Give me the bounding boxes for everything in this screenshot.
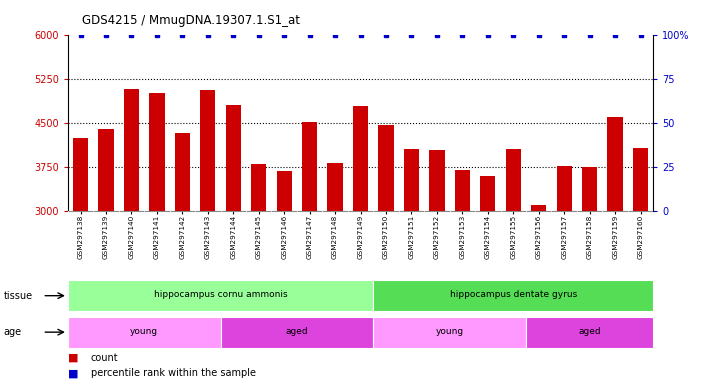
Text: GSM297156: GSM297156 <box>536 214 542 259</box>
Text: tissue: tissue <box>4 291 33 301</box>
Text: count: count <box>91 353 119 363</box>
Text: percentile rank within the sample: percentile rank within the sample <box>91 368 256 378</box>
Text: GSM297140: GSM297140 <box>129 214 134 259</box>
Bar <box>373 316 526 348</box>
Bar <box>633 148 648 211</box>
Text: age: age <box>4 327 21 337</box>
Text: GSM297159: GSM297159 <box>612 214 618 259</box>
Text: GSM297154: GSM297154 <box>485 214 491 259</box>
Text: GSM297157: GSM297157 <box>561 214 567 259</box>
Text: GSM297160: GSM297160 <box>638 214 643 259</box>
Bar <box>226 105 241 211</box>
Text: ■: ■ <box>68 368 79 378</box>
Bar <box>73 137 89 211</box>
Text: young: young <box>130 327 159 336</box>
Text: aged: aged <box>578 327 601 336</box>
Text: hippocampus cornu ammonis: hippocampus cornu ammonis <box>154 290 287 300</box>
Bar <box>429 150 445 211</box>
Text: GSM297143: GSM297143 <box>205 214 211 259</box>
Text: GSM297149: GSM297149 <box>358 214 363 259</box>
Bar <box>68 280 373 311</box>
Bar <box>99 129 114 211</box>
Text: young: young <box>436 327 463 336</box>
Bar <box>378 125 393 211</box>
Bar <box>200 90 216 211</box>
Text: GSM297144: GSM297144 <box>231 214 236 259</box>
Text: ■: ■ <box>68 353 79 363</box>
Bar <box>373 280 653 311</box>
Bar <box>302 122 317 211</box>
Bar <box>328 163 343 211</box>
Bar <box>175 134 190 211</box>
Text: GSM297138: GSM297138 <box>78 214 84 259</box>
Bar <box>608 117 623 211</box>
Text: hippocampus dentate gyrus: hippocampus dentate gyrus <box>450 290 577 300</box>
Bar <box>557 166 572 211</box>
Bar <box>221 316 373 348</box>
Text: GSM297152: GSM297152 <box>434 214 440 259</box>
Text: GSM297146: GSM297146 <box>281 214 287 259</box>
Bar <box>582 167 598 211</box>
Text: GSM297151: GSM297151 <box>408 214 415 259</box>
Bar <box>124 89 139 211</box>
Text: aged: aged <box>286 327 308 336</box>
Bar <box>251 164 266 211</box>
Text: GSM297155: GSM297155 <box>511 214 516 259</box>
Bar <box>481 177 496 211</box>
Text: GSM297142: GSM297142 <box>179 214 186 259</box>
Text: GSM297153: GSM297153 <box>459 214 466 259</box>
Bar <box>506 149 521 211</box>
Text: GSM297148: GSM297148 <box>332 214 338 259</box>
Bar <box>276 170 292 211</box>
Text: GDS4215 / MmugDNA.19307.1.S1_at: GDS4215 / MmugDNA.19307.1.S1_at <box>82 14 300 27</box>
Text: GSM297147: GSM297147 <box>306 214 313 259</box>
Text: GSM297139: GSM297139 <box>103 214 109 259</box>
Text: GSM297141: GSM297141 <box>154 214 160 259</box>
Bar <box>68 316 221 348</box>
Bar <box>149 93 164 211</box>
Bar <box>404 149 419 211</box>
Text: GSM297145: GSM297145 <box>256 214 262 259</box>
Text: GSM297150: GSM297150 <box>383 214 389 259</box>
Bar <box>531 205 546 211</box>
Bar <box>455 170 470 211</box>
Bar <box>353 106 368 211</box>
Bar <box>526 316 653 348</box>
Text: GSM297158: GSM297158 <box>587 214 593 259</box>
